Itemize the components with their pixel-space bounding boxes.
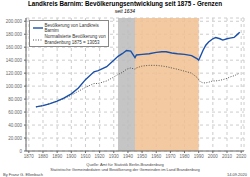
- svg-text:40.000: 40.000: [8, 123, 22, 128]
- svg-text:140.000: 140.000: [8, 58, 22, 63]
- svg-text:1890: 1890: [52, 154, 63, 159]
- svg-text:160.000: 160.000: [8, 45, 22, 50]
- svg-text:100.000: 100.000: [8, 84, 22, 89]
- html-text:Normalisierte Bevölkerung von: Normalisierte Bevölkerung von Brandenbur…: [44, 34, 106, 45]
- svg-text:2000: 2000: [208, 154, 219, 159]
- svg-text:1920: 1920: [95, 154, 106, 159]
- svg-text:20.000: 20.000: [8, 136, 22, 141]
- html-text:14.09.2020: 14.09.2020: [227, 171, 247, 177]
- svg-text:1980: 1980: [180, 154, 191, 159]
- svg-text:1990: 1990: [194, 154, 205, 159]
- html-text:Landkreis Barnim: Bevölkerungs: Landkreis Barnim: Bevölkerungsentwicklun…: [27, 0, 223, 7]
- html-text:seit 1634: seit 1634: [114, 8, 136, 14]
- svg-text:180.000: 180.000: [8, 32, 22, 37]
- html-text:Bevölkerung von Landkreis Barn: Bevölkerung von Landkreis Barnim: [44, 22, 99, 33]
- svg-text:1970: 1970: [165, 154, 176, 159]
- svg-text:1900: 1900: [66, 154, 77, 159]
- svg-text:1930: 1930: [109, 154, 120, 159]
- html-text:By Franz G. Ellenbach: By Franz G. Ellenbach: [3, 171, 43, 177]
- svg-text:200.000: 200.000: [8, 19, 22, 24]
- svg-text:1960: 1960: [151, 154, 162, 159]
- svg-text:80.000: 80.000: [8, 97, 22, 102]
- html-text:Quelle: Amt für Statistik Berl: Quelle: Amt für Statistik Berlin-Branden…: [50, 161, 200, 172]
- svg-text:2020: 2020: [236, 154, 242, 159]
- svg-text:1950: 1950: [137, 154, 148, 159]
- svg-text:60.000: 60.000: [8, 110, 22, 115]
- svg-text:1880: 1880: [38, 154, 49, 159]
- svg-text:1870: 1870: [24, 154, 35, 159]
- svg-text:1910: 1910: [80, 154, 91, 159]
- svg-text:120.000: 120.000: [8, 71, 22, 76]
- svg-text:0: 0: [19, 149, 22, 154]
- svg-text:1940: 1940: [123, 154, 134, 159]
- svg-text:2010: 2010: [222, 154, 233, 159]
